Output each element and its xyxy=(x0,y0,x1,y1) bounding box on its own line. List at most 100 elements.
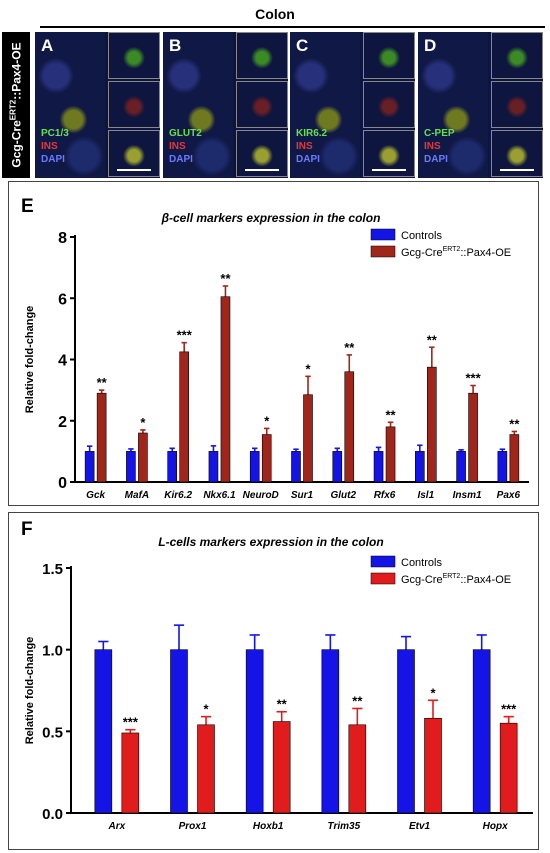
bar-controls-rfx6 xyxy=(373,451,384,483)
panel-letter-f: F xyxy=(21,519,33,540)
bar-pax4-hoxb1 xyxy=(272,721,291,814)
ins-label: INS xyxy=(41,141,58,152)
legend-label-controls: Controls xyxy=(401,557,442,569)
scale-bar xyxy=(245,169,279,171)
bar-pax4-mafa xyxy=(138,432,148,483)
x-tick-label: MafA xyxy=(125,490,149,501)
bar-controls-isl1 xyxy=(415,451,425,483)
significance-label: * xyxy=(140,415,146,430)
bar-controls-hoxb1 xyxy=(245,649,264,814)
legend-swatch-controls xyxy=(370,555,396,568)
bar-controls-gck xyxy=(84,451,95,483)
significance-label: * xyxy=(305,361,311,376)
bar-controls-mafa xyxy=(126,451,136,483)
bar-pax4-isl1 xyxy=(427,366,437,483)
x-tick-label: Kir6.2 xyxy=(164,490,192,501)
significance-label: *** xyxy=(123,715,139,730)
significance-label: *** xyxy=(177,328,193,343)
bar-controls-hopx xyxy=(472,649,491,814)
bar-controls-pax6 xyxy=(497,451,508,483)
micrograph-d: D C-PEP INS DAPI xyxy=(418,32,543,178)
bar-pax4-gck xyxy=(96,392,107,483)
panel-letter-c: C xyxy=(296,36,309,55)
micrograph-inset-merge xyxy=(363,130,415,177)
panel-letter-d: D xyxy=(424,36,437,55)
significance-label: * xyxy=(264,413,270,428)
x-tick-label: Isl1 xyxy=(417,490,434,501)
significance-label: ** xyxy=(220,271,231,286)
scale-bar xyxy=(372,169,406,171)
x-tick-label: Glut2 xyxy=(330,490,356,501)
marker-label: C-PEP xyxy=(424,128,455,139)
micrograph-c: C KIR6.2 INS DAPI xyxy=(290,32,415,178)
bar-pax4-prox1 xyxy=(197,724,215,814)
micrograph-a: A PC1/3 INS DAPI xyxy=(35,32,160,178)
chart-title: L-cells markers expression in the colon xyxy=(158,535,383,549)
bar-pax4-nkx61 xyxy=(220,296,231,483)
bar-controls-prox1 xyxy=(170,649,188,814)
micrograph-b: B GLUT2 INS DAPI xyxy=(163,32,288,178)
panel-e: E β-cell markers expression in the colon… xyxy=(8,181,539,506)
bar-pax4-kir62 xyxy=(179,351,189,483)
dapi-label: DAPI xyxy=(296,154,320,165)
bar-pax4-rfx6 xyxy=(385,426,396,483)
ins-label: INS xyxy=(424,141,441,152)
x-tick-label: Sur1 xyxy=(291,490,314,501)
dapi-label: DAPI xyxy=(41,154,65,165)
x-tick-label: Trim35 xyxy=(328,821,361,832)
x-tick-label: Hoxb1 xyxy=(253,821,284,832)
micrograph-inset-green xyxy=(491,32,543,79)
legend-swatch-controls xyxy=(370,228,396,241)
ins-label: INS xyxy=(169,141,186,152)
micrograph-inset-green xyxy=(363,32,415,79)
bar-pax4-insm1 xyxy=(468,392,478,483)
micrograph-inset-red xyxy=(491,81,543,128)
bar-pax4-glut2 xyxy=(344,371,355,483)
bar-pax4-etv1 xyxy=(424,717,442,814)
x-tick-label: Insm1 xyxy=(453,490,482,501)
bar-controls-glut2 xyxy=(332,451,343,483)
significance-label: ** xyxy=(344,340,355,355)
bar-controls-nkx61 xyxy=(208,451,219,483)
colon-divider xyxy=(40,26,545,28)
bar-controls-sur1 xyxy=(291,451,301,483)
y-tick-label: 0.0 xyxy=(42,806,63,823)
y-tick-label: 2 xyxy=(58,414,67,431)
significance-label: ** xyxy=(385,407,396,422)
micrograph-inset-green xyxy=(236,32,288,79)
y-axis-label: Relative fold-change xyxy=(24,637,36,745)
bar-pax4-pax6 xyxy=(509,434,520,483)
chart-e-svg: β-cell markers expression in the colon Re… xyxy=(24,211,529,501)
x-tick-label: Pax6 xyxy=(497,490,521,501)
bar-controls-arx xyxy=(94,649,113,814)
bar-pax4-neurod xyxy=(261,434,272,483)
micrograph-inset-red xyxy=(108,81,160,128)
x-tick-label: Rfx6 xyxy=(374,490,396,501)
bar-pax4-hopx xyxy=(499,722,518,814)
y-tick-label: 0.5 xyxy=(42,724,63,741)
micrograph-inset-red xyxy=(236,81,288,128)
y-tick-label: 8 xyxy=(58,230,67,247)
bar-pax4-trim35 xyxy=(348,724,367,814)
ins-label: INS xyxy=(296,141,313,152)
y-tick-label: 1.5 xyxy=(42,561,63,578)
marker-label: GLUT2 xyxy=(169,128,202,139)
x-tick-label: Arx xyxy=(107,821,125,832)
scale-bar xyxy=(500,169,534,171)
legend-label-controls: Controls xyxy=(401,230,442,242)
micrograph-main-image xyxy=(290,32,360,178)
significance-label: ** xyxy=(352,693,363,708)
legend-label-pax4: Gcg-CreERT2::Pax4-OE xyxy=(401,246,511,259)
y-tick-label: 6 xyxy=(58,291,67,308)
bar-controls-insm1 xyxy=(456,451,466,483)
micrograph-main-image xyxy=(163,32,233,178)
significance-label: ** xyxy=(97,375,108,390)
significance-label: ** xyxy=(509,416,520,431)
x-tick-label: NeuroD xyxy=(243,490,279,501)
micrograph-inset-merge xyxy=(491,130,543,177)
bar-controls-trim35 xyxy=(321,649,340,814)
y-tick-label: 0 xyxy=(58,475,67,492)
bar-controls-kir62 xyxy=(167,451,177,483)
micrograph-inset-merge xyxy=(108,130,160,177)
significance-label: * xyxy=(430,685,436,700)
